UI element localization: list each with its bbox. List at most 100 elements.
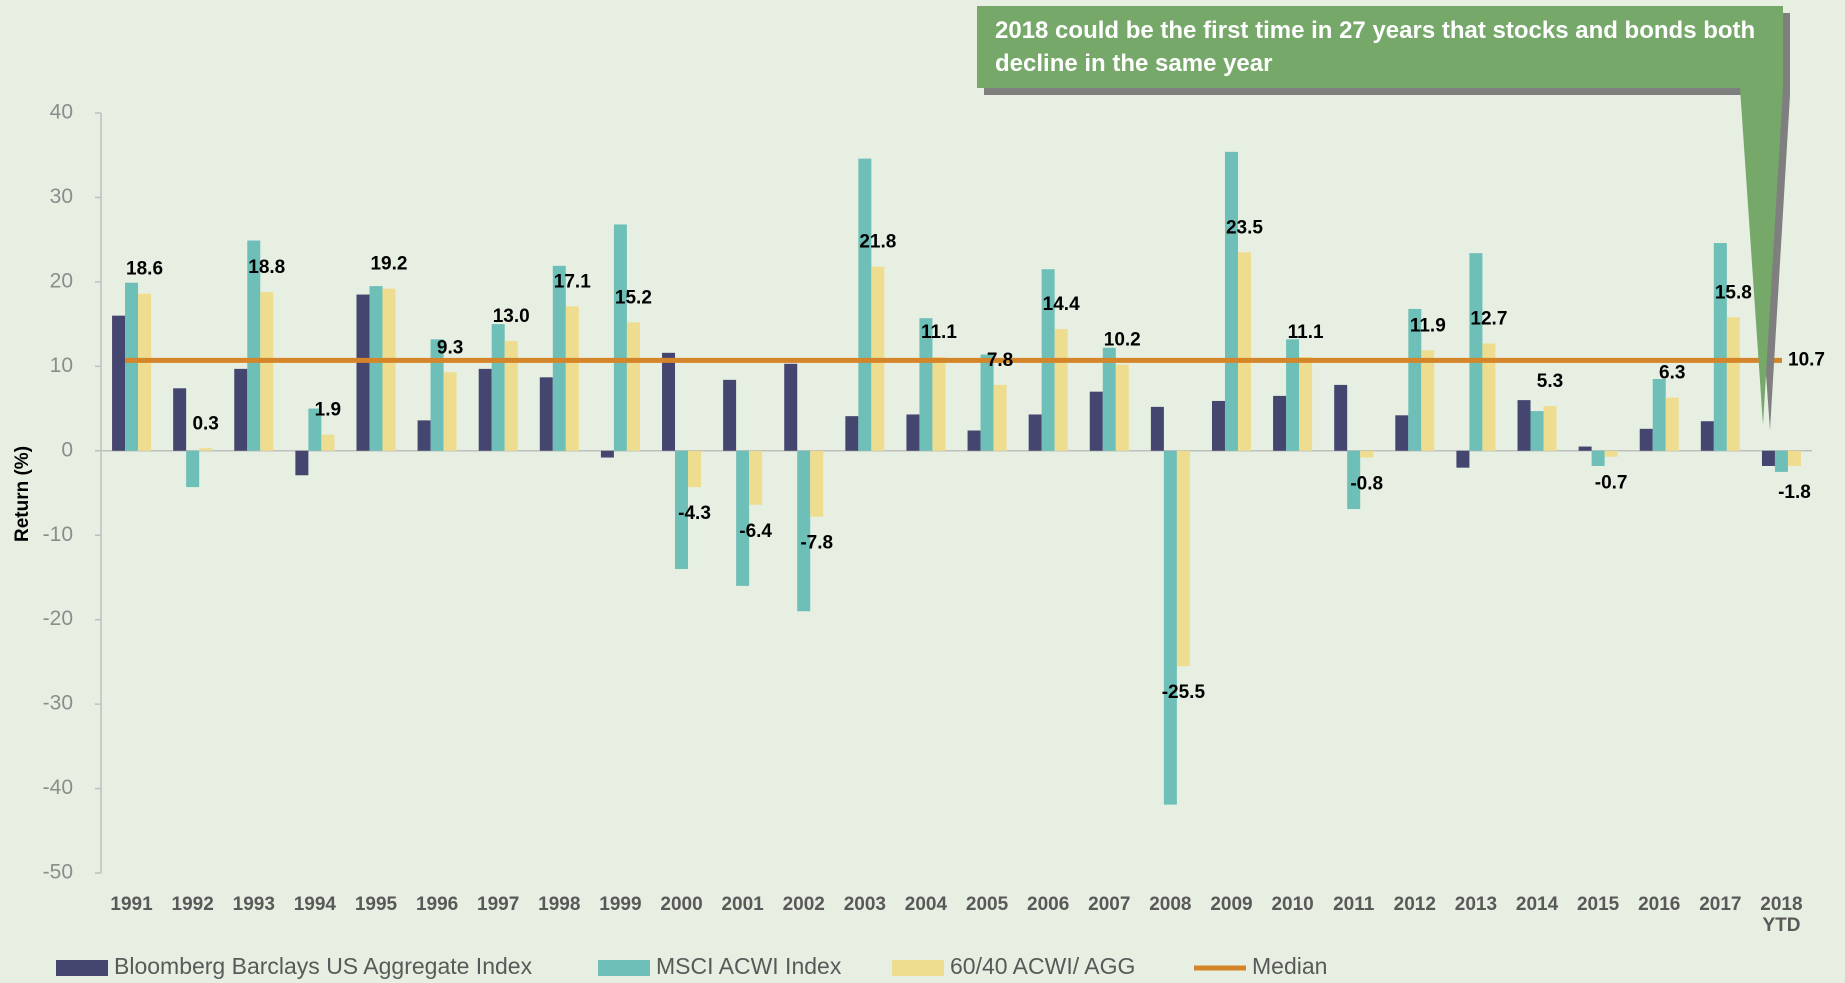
y-tick-label: -20 <box>43 607 73 630</box>
bar <box>919 318 933 451</box>
bar <box>1530 411 1544 451</box>
y-axis-title: Return (%) <box>12 446 33 542</box>
bar <box>1163 450 1177 805</box>
data-label: 11.9 <box>1410 315 1446 336</box>
data-label: 12.7 <box>1470 309 1507 330</box>
bar <box>308 408 322 451</box>
bar <box>1211 400 1225 451</box>
bar <box>1150 406 1164 451</box>
bar <box>1774 450 1788 472</box>
legend-label: Median <box>1252 953 1327 979</box>
y-tick-label: -40 <box>43 776 73 799</box>
bar <box>723 379 737 451</box>
data-label: 15.2 <box>615 287 652 308</box>
bar <box>1299 357 1313 451</box>
legend-label: Bloomberg Barclays US Aggregate Index <box>114 953 533 979</box>
bar <box>1517 400 1531 451</box>
bar <box>382 288 396 451</box>
bar <box>234 368 248 451</box>
bar <box>797 450 811 612</box>
bar <box>1224 151 1238 451</box>
bar <box>112 315 126 451</box>
bar <box>1761 450 1775 466</box>
x-tick-label: 1995 <box>354 894 398 915</box>
data-label: 14.4 <box>1043 294 1080 315</box>
bar <box>1028 414 1042 451</box>
data-label: -6.4 <box>739 521 772 542</box>
bar <box>1713 243 1727 451</box>
data-label: 23.5 <box>1226 217 1263 238</box>
bar <box>125 282 139 451</box>
bar <box>247 240 261 451</box>
y-tick-label: -30 <box>43 692 73 715</box>
data-label: 21.8 <box>859 232 896 253</box>
x-tick-label: 1992 <box>171 894 214 915</box>
bar <box>186 450 200 488</box>
x-tick-label: 2005 <box>965 894 1009 915</box>
median-label: 10.7 <box>1788 349 1825 370</box>
data-label: 6.3 <box>1659 363 1685 384</box>
x-tick-label: 2018 YTD <box>1760 894 1803 936</box>
bar <box>626 322 640 451</box>
bar <box>932 357 946 451</box>
bar <box>1054 329 1068 451</box>
data-label: -7.8 <box>800 533 833 554</box>
bar <box>1639 428 1653 451</box>
legend-label: 60/40 ACWI/ AGG <box>950 953 1135 979</box>
bar <box>1482 343 1496 451</box>
bar <box>906 414 920 451</box>
bar <box>199 448 213 451</box>
data-label: 13.0 <box>493 306 530 327</box>
y-tick-label: -50 <box>43 861 73 884</box>
y-tick-label: 10 <box>50 354 73 377</box>
data-label: 15.8 <box>1715 282 1752 303</box>
x-tick-label: 1996 <box>415 894 459 915</box>
x-tick-label: 2016 <box>1638 894 1681 915</box>
x-tick-label: 2009 <box>1210 894 1253 915</box>
bar <box>980 354 994 451</box>
bar <box>478 368 492 451</box>
bar <box>295 450 309 476</box>
bar <box>1469 253 1483 451</box>
bar <box>565 306 579 451</box>
y-tick-label: 30 <box>50 185 73 208</box>
x-tick-label: 2006 <box>1027 894 1070 915</box>
bar <box>1787 450 1801 466</box>
data-label: 18.8 <box>248 257 285 278</box>
bar <box>1604 450 1618 457</box>
bar <box>1408 308 1422 451</box>
bar <box>417 420 431 451</box>
bar <box>1652 379 1666 451</box>
legend-label: MSCI ACWI Index <box>656 953 842 979</box>
data-label: 0.3 <box>192 413 218 434</box>
data-label: -4.3 <box>678 503 711 524</box>
bar <box>1578 446 1592 451</box>
bar <box>845 416 859 451</box>
bar <box>858 158 872 451</box>
bar <box>504 341 518 451</box>
bar <box>1286 339 1300 451</box>
bar <box>675 450 689 569</box>
x-tick-label: 1993 <box>232 894 275 915</box>
bar <box>1700 421 1714 451</box>
bar <box>173 388 187 451</box>
data-label: -1.8 <box>1778 482 1811 503</box>
x-tick-label: 2010 <box>1271 894 1314 915</box>
x-tick-label: 2017 <box>1699 894 1742 915</box>
data-label: 18.6 <box>126 259 163 280</box>
bar <box>967 430 981 451</box>
x-tick-label: 1997 <box>477 894 520 915</box>
bar <box>1591 450 1605 466</box>
x-tick-label: 1991 <box>110 894 153 915</box>
x-tick-label: 2011 <box>1333 894 1375 915</box>
data-label: -0.7 <box>1595 473 1628 494</box>
bar <box>688 450 702 488</box>
callout-text: 2018 could be the first time in 27 years… <box>995 17 1756 77</box>
bar <box>749 450 763 505</box>
bar <box>1456 450 1470 468</box>
bar <box>443 372 457 451</box>
bar <box>138 293 152 451</box>
x-tick-label: 2002 <box>782 894 825 915</box>
